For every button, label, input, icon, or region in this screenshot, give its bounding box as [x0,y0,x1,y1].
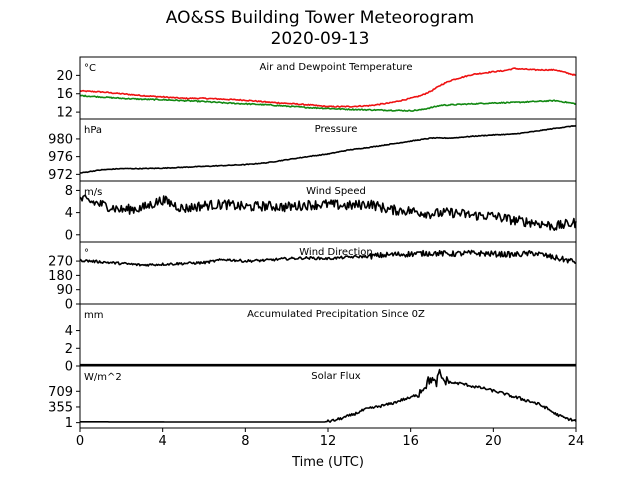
series-line-1-1 [79,67,577,108]
y-tick-label: 90 [56,283,73,298]
panel-5: 0 2 4 mm Accumulated Precipitation Since 0Z [65,303,577,375]
y-tick-label: 16 [56,87,73,102]
y-tick-label: 976 [48,150,73,165]
series-line-1-2 [79,94,577,112]
x-axis-label: Time (UTC) [291,455,364,470]
y-tick-label: 709 [48,385,73,400]
panel-3: 0 4 8 m/s Wind Speed [65,180,577,243]
x-tick-label: 20 [485,434,502,449]
y-tick-label: 180 [48,269,73,284]
x-tick-label: 24 [568,434,585,449]
panel-title: Wind Direction [299,247,373,258]
panel-title: Wind Speed [306,186,366,197]
y-tick-label: 1 [65,416,73,431]
unit-label: W/m^2 [84,372,122,383]
y-tick-label: 980 [48,132,73,147]
y-tick-label: 20 [56,69,73,84]
unit-label: m/s [84,187,102,198]
unit-label: °C [84,63,96,74]
unit-label: ° [84,248,89,259]
y-tick-label: 4 [65,324,73,339]
y-tick-label: 0 [65,298,73,313]
y-tick-label: 355 [48,400,73,415]
chart-title: AO&SS Building Tower Meteorogram 2020-09… [0,8,640,50]
y-tick-label: 12 [56,106,73,121]
x-tick-label: 8 [241,434,249,449]
panel-title: Solar Flux [311,371,361,382]
title-line-1: AO&SS Building Tower Meteorogram [165,8,475,28]
title-line-2: 2020-09-13 [270,29,370,49]
series-line-2-1 [80,124,577,174]
panel-title: Pressure [315,124,358,135]
x-tick-label: 4 [159,434,167,449]
unit-label: mm [84,310,103,321]
series-line-6-1 [80,368,577,423]
y-tick-label: 270 [48,255,73,270]
panel-2: 972 976 980 hPa Pressure [48,118,577,183]
y-tick-label: 0 [65,228,73,243]
y-tick-label: 972 [48,168,73,183]
unit-label: hPa [84,125,102,136]
panel-title: Air and Dewpoint Temperature [260,62,413,73]
series-line-3-1 [79,194,577,231]
panel-title: Accumulated Precipitation Since 0Z [247,309,425,320]
y-tick-label: 0 [65,360,73,375]
x-axis: 0 4 8 12 16 20 24 Time (UTC) [76,428,584,470]
y-tick-label: 2 [65,342,73,357]
y-tick-label: 8 [65,184,73,199]
x-tick-label: 16 [402,434,419,449]
series-line-4-1 [79,249,577,267]
y-tick-label: 4 [65,206,73,221]
panel-1: 12 16 20 °C Air and Dewpoint Temperature [56,56,577,121]
x-tick-label: 12 [320,434,337,449]
x-tick-label: 0 [76,434,84,449]
